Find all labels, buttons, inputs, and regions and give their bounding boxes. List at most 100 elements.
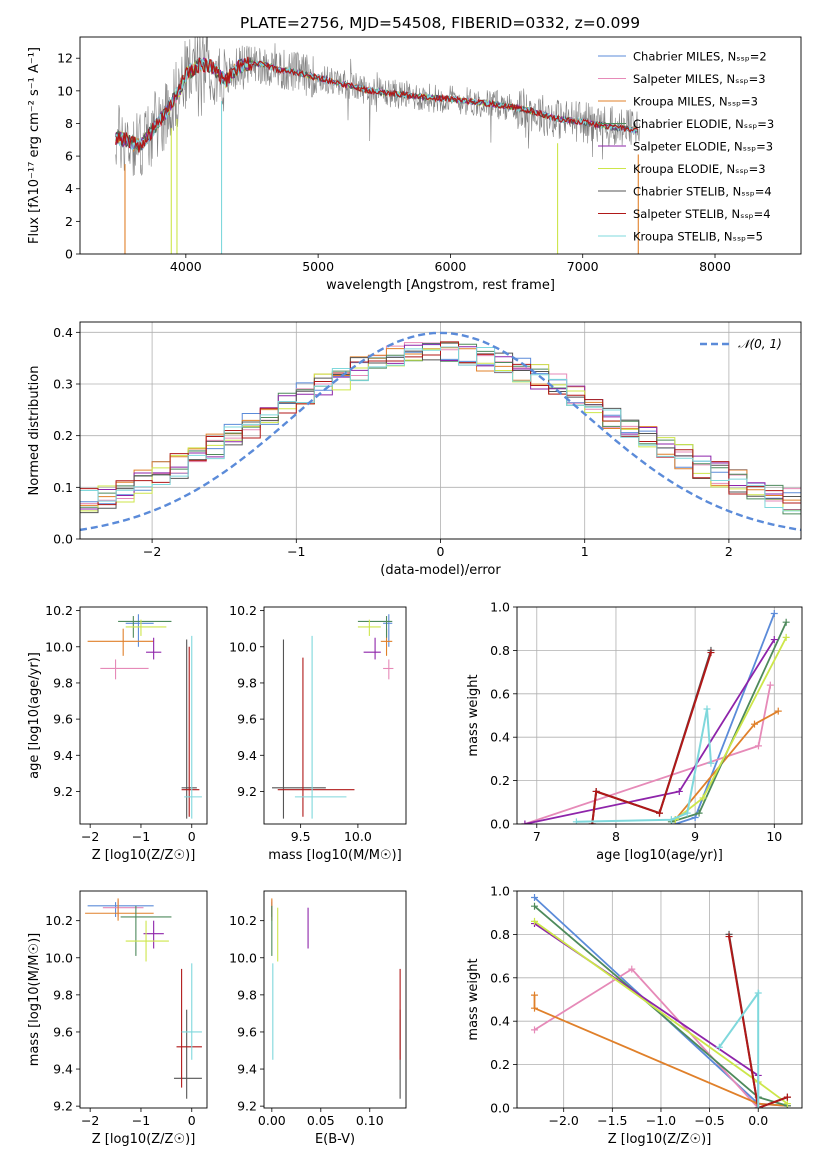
series-marker xyxy=(656,809,663,817)
series-salpeter-stelib xyxy=(588,649,715,824)
series-marker xyxy=(531,1004,539,1012)
y-tick-label: 9.2 xyxy=(237,784,257,799)
point-kroupa-stelib xyxy=(294,635,347,819)
series-kroupa-stelib xyxy=(572,705,715,824)
legend-label: Salpeter MILES, Nₛₛₚ=3 xyxy=(633,72,766,86)
legend-label: Salpeter STELIB, Nₛₛₚ=4 xyxy=(633,207,771,221)
series-marker xyxy=(531,917,539,925)
y-tick-label: 10.0 xyxy=(45,639,73,654)
point-chabrier-stelib xyxy=(173,1009,202,1099)
x-tick-label: 0.05 xyxy=(307,1113,335,1128)
legend-label: 𝒩(0, 1) xyxy=(738,337,782,351)
series-marker xyxy=(699,794,707,802)
plot-area xyxy=(80,331,801,532)
x-tick-label: −1 xyxy=(287,544,305,559)
x-tick-label: 9.5 xyxy=(291,829,311,844)
x-tick-label: 1 xyxy=(581,544,589,559)
x-tick-label: −2 xyxy=(143,544,161,559)
legend: Chabrier MILES, Nₛₛₚ=2 Salpeter MILES, Nₛ… xyxy=(598,50,774,244)
point-kroupa-stelib xyxy=(181,963,202,1060)
y-tick-label: 10.2 xyxy=(45,603,73,618)
series-kroupa-elodie xyxy=(671,633,790,824)
series-marker xyxy=(628,965,636,973)
y-tick-label: 10.0 xyxy=(229,950,257,965)
plot-area xyxy=(521,610,790,824)
model-kroupa-stelib xyxy=(115,58,639,150)
series-marker xyxy=(770,636,778,644)
legend-label: Kroupa MILES, Nₛₛₚ=3 xyxy=(633,95,758,109)
y-tick-label: 12 xyxy=(57,51,73,66)
x-tick-label: 9 xyxy=(691,829,699,844)
y-tick-label: 9.4 xyxy=(53,1062,73,1077)
x-tick-label: 4000 xyxy=(170,259,202,274)
x-tick-label: 10 xyxy=(766,829,782,844)
y-tick-label: 10.2 xyxy=(229,603,257,618)
series-line xyxy=(591,652,712,824)
x-tick-label: 0.00 xyxy=(258,1113,286,1128)
series-marker xyxy=(725,933,733,941)
y-tick-label: 0.1 xyxy=(53,480,73,495)
series-marker xyxy=(770,610,778,618)
point-chabrier-stelib xyxy=(272,639,326,819)
x-axis-label: wavelength [Angstrom, rest frame] xyxy=(326,278,555,293)
x-tick-label: 10.0 xyxy=(344,829,372,844)
x-axis-label: (data-model)/error xyxy=(380,563,501,578)
observed-spectrum xyxy=(115,37,640,176)
x-tick-label: 0 xyxy=(437,544,445,559)
plot-area xyxy=(272,614,394,819)
y-tick-label: 0.2 xyxy=(490,773,510,788)
point-kroupa-miles xyxy=(87,628,154,656)
x-tick-label: 7000 xyxy=(567,259,599,274)
y-tick-label: 6 xyxy=(65,149,73,164)
point-chabrier-elodie xyxy=(357,616,393,638)
point-salpeter-elodie xyxy=(363,637,381,660)
y-tick-label: 4 xyxy=(65,181,73,196)
series-marker xyxy=(531,991,539,999)
plot-area xyxy=(85,898,202,1099)
series-marker xyxy=(683,809,691,817)
mass-vs-ebv-panel: 0.00 0.05 0.10 9.2 9.4 9.6 9.8 10.0 10.2 E(B-V) xyxy=(229,890,407,1147)
series-line xyxy=(718,989,760,1108)
point-chabrier-miles xyxy=(87,902,154,917)
x-tick-label: −1 xyxy=(132,1113,150,1128)
x-tick-label: −1 xyxy=(132,829,150,844)
y-tick-label: 9.8 xyxy=(53,675,73,690)
y-tick-label: 0.4 xyxy=(490,730,510,745)
axes-frame xyxy=(79,890,208,1109)
y-tick-label: 10.2 xyxy=(229,913,257,928)
y-tick-label: 8 xyxy=(65,116,73,131)
legend-label: Chabrier STELIB, Nₛₛₚ=4 xyxy=(633,185,772,199)
point-kroupa-miles xyxy=(85,898,154,921)
histogram-kroupa-stelib xyxy=(80,346,801,512)
legend-label: Kroupa ELODIE, Nₛₛₚ=3 xyxy=(633,162,766,176)
y-tick-label: 10.2 xyxy=(45,913,73,928)
series-marker xyxy=(774,707,782,715)
y-axis-label: Normed distribution xyxy=(27,366,42,496)
series-marker xyxy=(572,818,580,824)
point-salpeter-stelib xyxy=(176,968,202,1088)
normal-curve xyxy=(80,331,801,532)
series-marker xyxy=(754,1104,762,1108)
y-tick-label: 10.0 xyxy=(229,639,257,654)
x-tick-label: −1.0 xyxy=(646,1113,676,1128)
point-kroupa-elodie xyxy=(125,619,167,636)
series-marker xyxy=(754,989,762,997)
series-kroupa-stelib xyxy=(715,989,762,1108)
point-chabrier-elodie xyxy=(120,905,172,956)
series-marker xyxy=(707,759,715,767)
series-marker xyxy=(531,902,539,910)
plot-area xyxy=(271,898,401,1099)
x-axis-label: age [log10(age/yr)] xyxy=(596,848,723,863)
axes-frame xyxy=(263,606,407,825)
x-tick-label: 6000 xyxy=(435,259,467,274)
y-tick-label: 9.6 xyxy=(53,1024,73,1039)
x-tick-label: 0 xyxy=(188,1113,196,1128)
y-tick-label: 9.2 xyxy=(53,1099,73,1114)
y-tick-label: 9.8 xyxy=(237,987,257,1002)
y-tick-label: 0.0 xyxy=(490,1101,510,1116)
series-marker xyxy=(675,787,683,795)
y-axis-label: mass [log10(M/M☉)] xyxy=(27,933,42,1066)
y-tick-label: 9.4 xyxy=(53,748,73,763)
axes-frame xyxy=(516,606,803,825)
